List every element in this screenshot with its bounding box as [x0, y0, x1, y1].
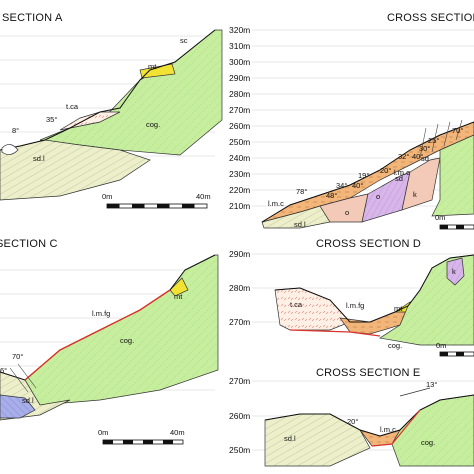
- panel-b-label-sdl: sd.l: [294, 220, 306, 229]
- panel-c-yellow-unit: [169, 277, 189, 297]
- panel-section-a: SECTION A sc mt t.ca cog. sd.l 35° 8° 0m…: [0, 12, 223, 209]
- panel-c-label-mt: mt: [174, 292, 183, 301]
- panel-c-scale-end: 40m: [170, 428, 185, 437]
- panel-e-elev-260: 260m: [229, 411, 250, 421]
- panel-b-conglomerate-right: [431, 134, 474, 217]
- panel-d-scale-bar: 0m: [436, 341, 474, 357]
- panel-d-red-contact: [289, 329, 381, 337]
- panel-b-elev-240: 240m: [229, 153, 250, 163]
- panel-b-elev-280: 280m: [229, 89, 250, 99]
- panel-a-label-sc: sc: [180, 36, 188, 45]
- panel-b-elev-310: 310m: [229, 41, 250, 51]
- panel-b-orange-block: [401, 157, 441, 211]
- panel-d-elev-290: 290m: [229, 249, 250, 259]
- panel-b-dip-40a: 40°: [352, 181, 363, 190]
- panel-b-elev-210: 210m: [229, 201, 250, 211]
- panel-b-dip-20: 20°: [380, 166, 391, 175]
- panel-e-red-contact: [371, 409, 421, 447]
- panel-cross-section-d: CROSS SECTION D 290m 280m 270m t.ca l.m.…: [229, 238, 474, 357]
- panel-e-label-sdl: sd.l: [284, 434, 296, 443]
- panel-c-title: SECTION C: [0, 238, 58, 250]
- panel-e-dip-arrow: [399, 387, 431, 397]
- panel-b-dip-19: 19°: [358, 171, 369, 180]
- panel-a-scale-start: 0m: [102, 192, 112, 201]
- panel-e-title: CROSS SECTION E: [316, 367, 420, 379]
- panel-c-label-sdl: sd.l: [22, 396, 34, 405]
- panel-b-elev-270: 270m: [229, 105, 250, 115]
- panel-d-scale-start: 0m: [436, 341, 446, 350]
- panel-section-c: SECTION C mt l.m.fg cog. sd.l 70° 6° 0m …: [0, 238, 219, 445]
- panel-b-elevation-axis: 320m 310m 300m 290m 280m 270m 260m 250m …: [229, 25, 250, 211]
- panel-a-label-sdl: sd.l: [33, 154, 45, 163]
- panel-e-label-lmc: l.m.c: [380, 425, 396, 434]
- panel-b-elev-320: 320m: [229, 25, 250, 35]
- panel-e-dip-13: 13°: [426, 380, 437, 389]
- panel-c-dip-6: 6°: [0, 366, 7, 375]
- panel-cross-section-e: CROSS SECTION E 270m 260m 250m sd.l l.m.…: [229, 367, 474, 467]
- panel-e-label-cog: cog.: [421, 438, 435, 447]
- panel-b-elev-300: 300m: [229, 57, 250, 67]
- panel-b-label-sd1: sd: [395, 174, 403, 183]
- panel-b-label-sd2: sd: [421, 154, 429, 163]
- panel-b-elev-260: 260m: [229, 121, 250, 131]
- panel-b-dip-70: 70°: [452, 126, 463, 135]
- panel-b-dip-30: 30°: [419, 144, 430, 153]
- panel-a-label-mt: mt: [148, 62, 157, 71]
- panel-c-dip-70: 70°: [12, 352, 23, 361]
- panel-b-scale-start: 0m: [435, 213, 445, 222]
- panel-d-label-lmfg: l.m.fg: [346, 301, 364, 310]
- panel-c-label-cog: cog.: [120, 336, 134, 345]
- panel-b-label-k: k: [413, 190, 417, 199]
- panel-a-surface-profile: [0, 29, 216, 151]
- panel-a-scale-end: 40m: [196, 192, 211, 201]
- panel-b-label-lmc-right: l.m.c: [394, 168, 410, 177]
- panel-c-scale-start: 0m: [98, 428, 108, 437]
- panel-d-surface-profile: [274, 254, 474, 323]
- panel-a-small-lens: [1, 144, 19, 155]
- panel-b-elev-290: 290m: [229, 73, 250, 83]
- panel-cross-section-b: CROSS SECTION 320m 310m 300m 290m 280m 2…: [229, 12, 474, 230]
- panel-b-scale-bar: 0m: [435, 213, 474, 230]
- panel-b-elev-230: 230m: [229, 169, 250, 179]
- panel-a-title: SECTION A: [2, 12, 63, 24]
- panel-b-elev-220: 220m: [229, 185, 250, 195]
- panel-b-dip-48: 48°: [326, 191, 337, 200]
- panel-d-title: CROSS SECTION D: [316, 238, 421, 250]
- panel-e-elev-250: 250m: [229, 445, 250, 455]
- panel-b-label-lmc-left: l.m.c: [268, 199, 284, 208]
- panel-a-dip-35: 35°: [46, 115, 57, 124]
- panel-b-dip-34: 34°: [336, 181, 347, 190]
- panel-c-scale-bar: 0m 40m: [98, 428, 185, 445]
- panel-b-label-o1: o: [345, 208, 349, 217]
- panel-b-dip-25: 25°: [428, 136, 439, 145]
- panel-d-purple-k: [446, 257, 465, 286]
- panel-b-dip-78: 78°: [296, 187, 307, 196]
- panel-d-label-k: k: [452, 267, 456, 276]
- panel-e-dip-20: 20°: [347, 417, 358, 426]
- panel-e-elev-270: 270m: [229, 376, 250, 386]
- panel-c-fault-lines: [9, 363, 37, 393]
- panel-a-label-cog: cog.: [146, 120, 160, 129]
- panel-b-dip-32: 32°: [398, 152, 409, 161]
- panel-a-label-tca: t.ca: [66, 102, 79, 111]
- panel-c-conglomerate: [24, 254, 219, 406]
- panel-e-conglomerate: [391, 394, 474, 467]
- panel-b-title: CROSS SECTION: [387, 12, 474, 24]
- panel-c-label-lmfg: l.m.fg: [92, 309, 110, 318]
- panel-a-scale-bar: 0m 40m: [102, 192, 211, 209]
- panel-d-label-mt: mt: [394, 304, 403, 313]
- panel-c-red-contact: [24, 289, 171, 381]
- panel-c-blue-unit: [0, 394, 36, 419]
- panel-d-elev-280: 280m: [229, 283, 250, 293]
- panel-b-elev-250: 250m: [229, 137, 250, 147]
- panel-b-label-o2: o: [376, 192, 380, 201]
- panel-b-dip-40b: 40°: [412, 152, 423, 161]
- panel-d-label-tca: t.ca: [290, 300, 303, 309]
- panel-a-dip-8: 8°: [12, 126, 19, 135]
- panel-e-surface-profile: [264, 394, 474, 437]
- panel-b-fault-lines: [419, 119, 463, 159]
- panel-d-label-cog: cog.: [388, 341, 402, 350]
- panel-d-elev-270: 270m: [229, 317, 250, 327]
